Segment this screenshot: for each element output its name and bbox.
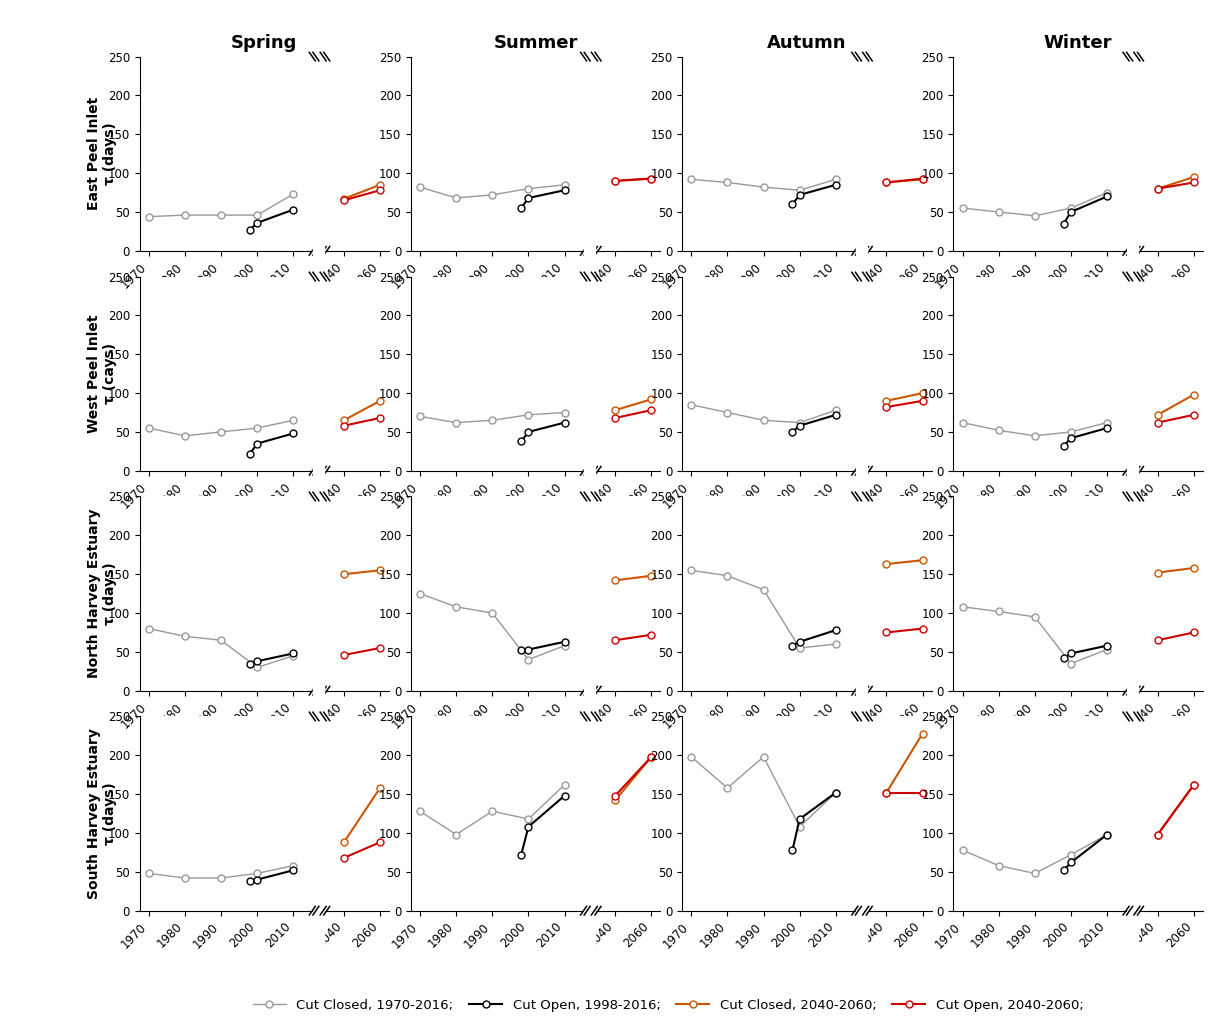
- Bar: [313, 161, 324, 509]
- Bar: [584, 600, 595, 950]
- Bar: [313, 380, 324, 730]
- Title: Summer: Summer: [493, 34, 578, 52]
- Bar: [1128, 161, 1137, 509]
- Bar: [1128, 0, 1137, 290]
- Bar: [1128, 380, 1137, 730]
- Bar: [313, 0, 324, 290]
- Bar: [584, 380, 595, 730]
- Y-axis label: East Peel Inlet
τ (days): East Peel Inlet τ (days): [87, 97, 118, 210]
- Y-axis label: South Harvey Estuary
τ (days): South Harvey Estuary τ (days): [87, 729, 118, 899]
- Bar: [855, 0, 866, 290]
- Title: Autumn: Autumn: [767, 34, 847, 52]
- Bar: [855, 380, 866, 730]
- Title: Spring: Spring: [231, 34, 298, 52]
- Y-axis label: North Harvey Estuary
τ (days): North Harvey Estuary τ (days): [87, 509, 118, 678]
- Bar: [1128, 600, 1137, 950]
- Bar: [584, 0, 595, 290]
- Bar: [584, 161, 595, 509]
- Bar: [855, 600, 866, 950]
- Title: Winter: Winter: [1044, 34, 1113, 52]
- Bar: [855, 161, 866, 509]
- Legend: Cut Closed, 1970-2016;, Cut Open, 1998-2016;, Cut Closed, 2040-2060;, Cut Open, : Cut Closed, 1970-2016;, Cut Open, 1998-2…: [248, 994, 1089, 1018]
- Bar: [313, 600, 324, 950]
- Y-axis label: West Peel Inlet
τ (cays): West Peel Inlet τ (cays): [87, 315, 118, 433]
